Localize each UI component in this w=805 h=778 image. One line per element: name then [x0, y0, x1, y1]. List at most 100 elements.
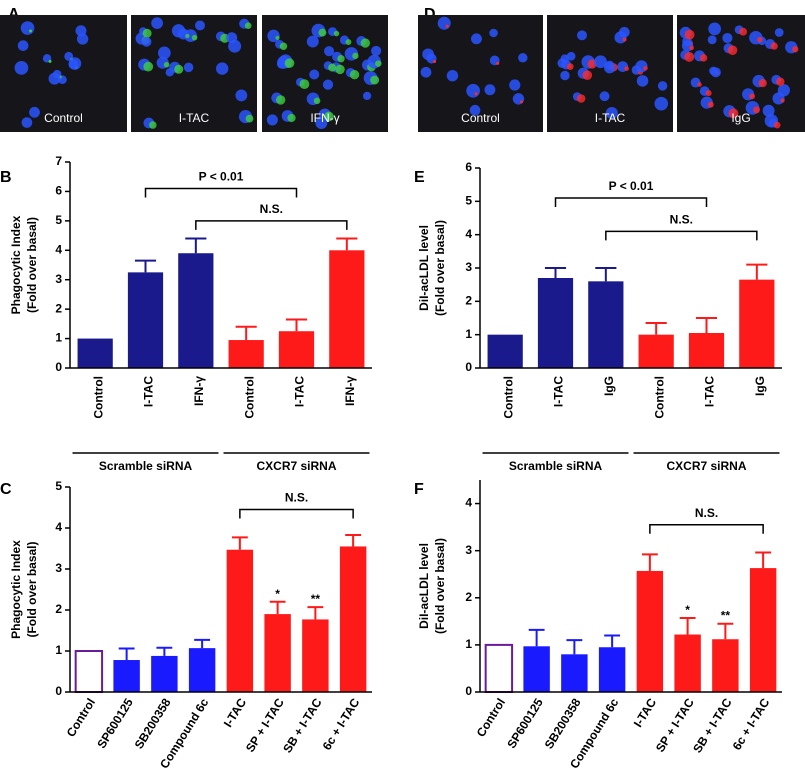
- y-tick-label: 2: [465, 294, 472, 308]
- stain: [191, 34, 198, 41]
- stain: [313, 97, 321, 105]
- y-tick-label: 0: [465, 684, 472, 698]
- y-tick-label: 0: [465, 360, 472, 374]
- stain: [284, 58, 295, 68]
- stain: [757, 37, 763, 43]
- y-tick-label: 3: [55, 272, 62, 286]
- panel-letter: C: [0, 481, 12, 498]
- stain: [445, 24, 449, 28]
- bar: [278, 331, 315, 368]
- stain: [287, 113, 296, 123]
- x-tick-label: SB200358: [132, 696, 174, 752]
- cell: [29, 106, 40, 118]
- stain: [352, 52, 359, 60]
- bar: [561, 654, 588, 692]
- stain: [318, 28, 327, 37]
- stain: [163, 61, 170, 68]
- y-tick-label: 2: [55, 301, 62, 315]
- group-label: Scramble siRNA: [509, 459, 603, 473]
- y-axis-label: DiI-acLDL level: [417, 225, 431, 311]
- significance-mark: **: [721, 609, 731, 623]
- stain: [375, 60, 382, 67]
- cell: [151, 17, 163, 29]
- cell: [762, 104, 775, 117]
- cell: [437, 16, 451, 30]
- panel-letter: D: [424, 6, 436, 23]
- stain: [349, 70, 360, 80]
- cell: [235, 89, 248, 102]
- cell: [594, 55, 607, 69]
- bar: [264, 614, 291, 692]
- bracket: [554, 197, 708, 207]
- significance-mark: *: [685, 603, 690, 617]
- bracket-label: N.S.: [695, 506, 718, 520]
- stain: [174, 64, 184, 74]
- y-axis-label: Phagocytic Index: [9, 215, 23, 314]
- bar: [226, 549, 254, 692]
- stain: [142, 28, 152, 38]
- stain: [279, 42, 288, 51]
- group-label: CXCR7 siRNA: [666, 459, 746, 473]
- cell: [470, 33, 482, 45]
- x-tick-label: IFN-γ: [343, 376, 357, 406]
- panel-letter: E: [414, 169, 425, 186]
- bracket-label: N.S.: [285, 491, 308, 505]
- stain: [337, 54, 345, 63]
- x-tick-label: Control: [91, 376, 105, 419]
- cell: [654, 96, 669, 111]
- significance-mark: *: [275, 587, 280, 601]
- bar: [151, 655, 178, 692]
- bar: [523, 646, 550, 692]
- x-tick-label: SB200358: [542, 696, 584, 752]
- y-tick-label: 1: [465, 637, 472, 651]
- panel-letter: B: [0, 169, 12, 186]
- y-axis-label: Phagocytic Index: [9, 540, 23, 639]
- x-tick-label: Control: [64, 696, 98, 740]
- stain: [275, 35, 280, 40]
- cell: [577, 30, 587, 41]
- cell: [68, 57, 82, 70]
- stain: [299, 79, 310, 90]
- stain: [244, 22, 252, 30]
- x-tick-label: SP600125: [94, 696, 136, 751]
- bracket: [649, 524, 764, 534]
- y-tick-label: 4: [465, 496, 472, 510]
- stain: [29, 29, 33, 33]
- image-label: IFN-γ: [310, 111, 339, 125]
- y-tick-label: 5: [55, 479, 62, 493]
- cell: [14, 60, 29, 75]
- bar: [127, 272, 164, 368]
- cell: [309, 69, 320, 80]
- cell: [171, 24, 186, 38]
- bracket: [195, 220, 348, 230]
- cell: [195, 20, 205, 31]
- bar: [739, 279, 775, 368]
- y-tick-label: 4: [465, 227, 472, 241]
- stain: [753, 106, 761, 114]
- cell: [518, 53, 528, 63]
- bar: [598, 647, 626, 692]
- y-tick-label: 5: [465, 194, 472, 208]
- stain: [333, 30, 340, 37]
- cell: [657, 81, 668, 91]
- x-tick-label: I-TAC: [293, 376, 307, 407]
- cell: [636, 75, 649, 87]
- stain: [792, 46, 799, 53]
- bar: [638, 334, 674, 368]
- bar: [188, 648, 216, 692]
- cell: [183, 62, 194, 73]
- stain: [582, 70, 593, 80]
- stain: [749, 93, 756, 100]
- cell: [566, 51, 576, 61]
- x-tick-label: SP600125: [504, 696, 546, 751]
- y-axis-label: DiI-acLDL level: [417, 543, 431, 629]
- y-tick-label: 2: [465, 590, 472, 604]
- stain: [48, 59, 52, 63]
- stain: [758, 78, 767, 88]
- x-tick-label: Control: [474, 696, 508, 740]
- cell: [157, 46, 171, 60]
- cell: [774, 28, 784, 37]
- group-label: Scramble siRNA: [99, 459, 193, 473]
- x-tick-label: I-TAC: [552, 376, 566, 407]
- y-tick-label: 6: [55, 184, 62, 198]
